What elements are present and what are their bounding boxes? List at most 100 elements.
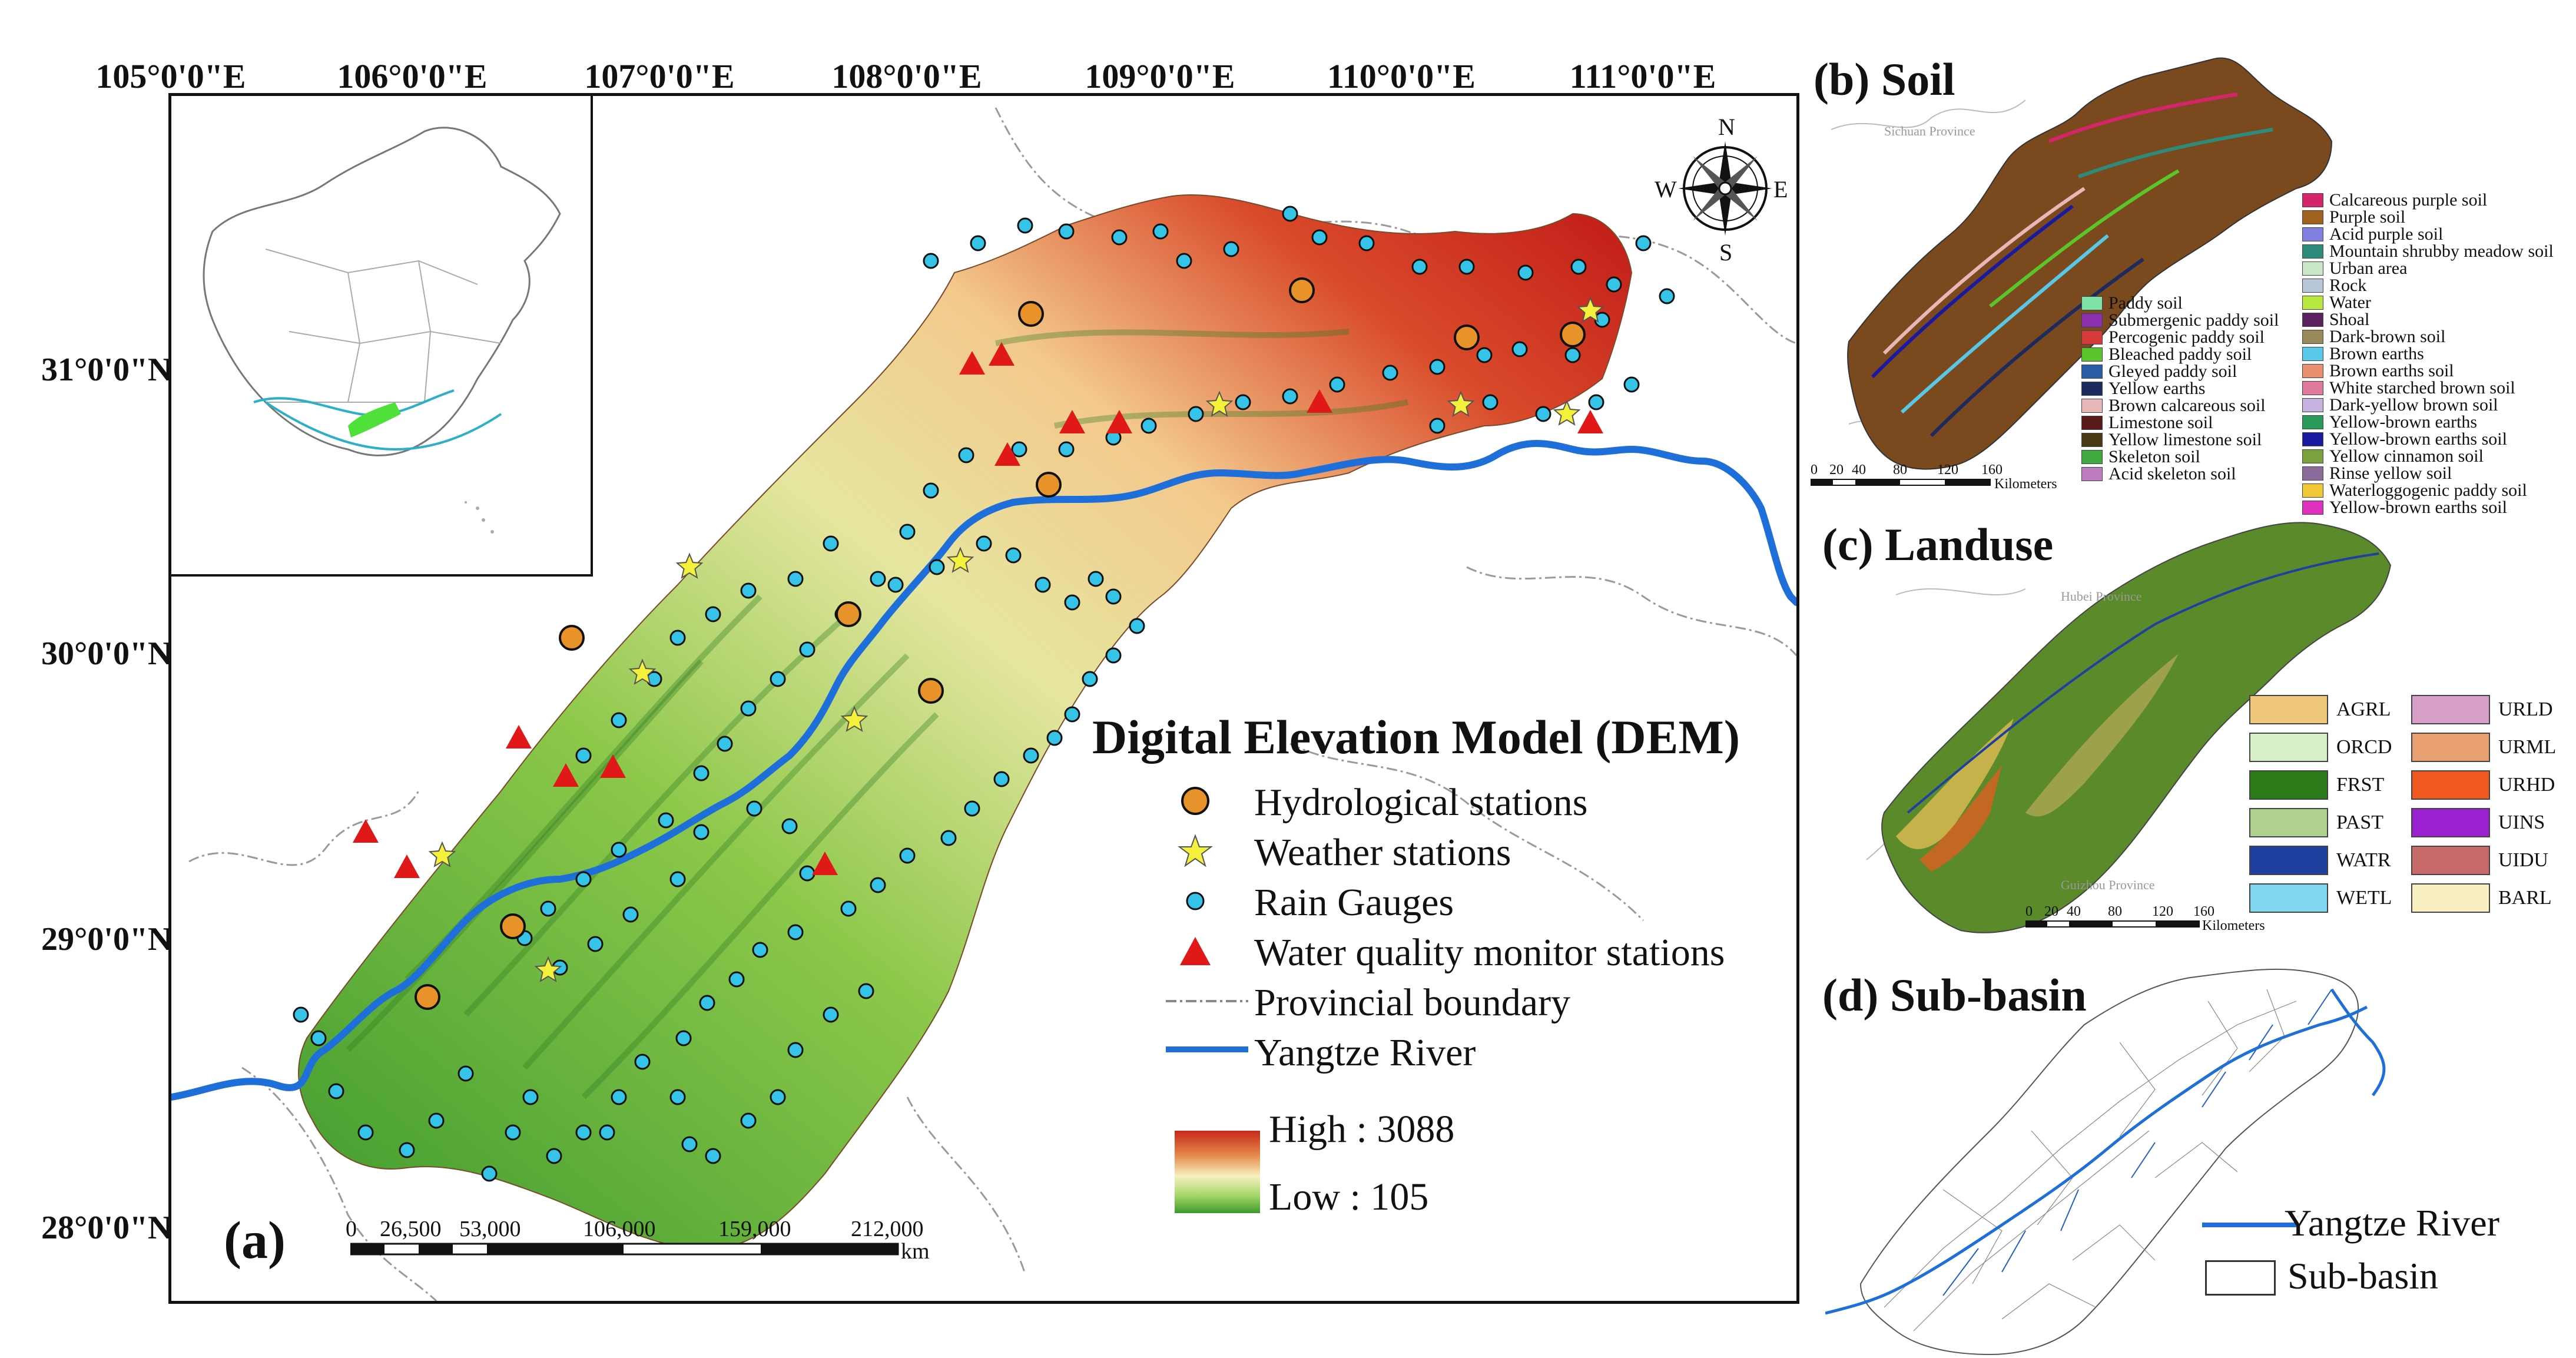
rain-gauge-marker [1141, 418, 1157, 434]
soil-legend-right-item: Rinse yellow soil [2302, 463, 2554, 483]
dem-map-frame [168, 93, 1799, 1304]
hydro-station-marker [500, 913, 526, 939]
landuse-legend-item: PAST [2249, 808, 2383, 837]
soil-legend-right-swatch [2302, 210, 2323, 224]
rain-gauge-marker [923, 482, 939, 499]
hydro-station-marker [918, 678, 944, 704]
landuse-swatch [2411, 770, 2490, 800]
soil-scale-3: 80 [1893, 462, 1907, 478]
rain-gauge-marker [1476, 347, 1493, 363]
soil-legend-right-swatch [2302, 466, 2323, 481]
rain-gauge-marker [575, 747, 592, 764]
lon-tick-109: 109°0'0"E [1085, 57, 1235, 95]
yangtze-river-main [171, 440, 1796, 1101]
rain-gauge-marker [1005, 547, 1022, 564]
soil-legend-right-item: Rock [2302, 275, 2554, 295]
compass-west: W [1655, 176, 1677, 203]
rain-gauge-marker [575, 1124, 592, 1141]
compass-south: S [1719, 239, 1733, 266]
weather-station-marker [1205, 390, 1234, 417]
soil-legend-right-label: Water [2329, 292, 2371, 312]
soil-legend-left-item: Limestone soil [2081, 412, 2279, 432]
rain-gauge-marker [1564, 347, 1581, 363]
water-quality-marker [353, 819, 379, 843]
subbasin-legend-box-icon [2205, 1260, 2276, 1296]
rain-gauge-marker [1023, 747, 1039, 764]
soil-scale-1: 20 [1829, 462, 1844, 478]
landuse-legend-item: WATR [2249, 846, 2391, 875]
lu-scale-3: 80 [2108, 904, 2122, 919]
soil-legend-right-swatch [2302, 363, 2323, 378]
landuse-swatch [2411, 733, 2490, 762]
landuse-swatch [2249, 883, 2328, 913]
soil-legend-right-label: Yellow-brown earths soil [2329, 497, 2507, 517]
rain-gauge-marker [1282, 388, 1298, 405]
rain-gauge-marker [1411, 259, 1428, 275]
hydro-station-marker [836, 601, 861, 627]
rain-gauge-marker [1311, 229, 1328, 246]
soil-legend-left-label: Yellow earths [2108, 378, 2206, 398]
main-scale-bar: 0 26,500 53,000 106,000 159,000 212,000 … [346, 1216, 963, 1264]
soil-legend-left-label: Limestone soil [2108, 412, 2213, 432]
rain-gauge-marker [752, 942, 768, 958]
rain-gauge-marker [1064, 594, 1080, 611]
landuse-code-label: AGRL [2336, 698, 2391, 720]
legend-boundary-icon [1166, 995, 1248, 1007]
soil-legend-right-label: Waterloggogenic paddy soil [2329, 480, 2527, 500]
soil-legend-left-swatch [2081, 330, 2103, 345]
soil-legend-left-item: Gleyed paddy soil [2081, 362, 2279, 381]
soil-legend-right-label: Rinse yellow soil [2329, 463, 2452, 483]
soil-legend-right-label: Rock [2329, 275, 2367, 295]
landuse-swatch [2411, 808, 2490, 837]
soil-legend-right-item: Yellow-brown earths [2302, 412, 2554, 432]
rain-gauge-marker [1017, 217, 1033, 234]
rain-gauge-marker [1429, 359, 1446, 375]
soil-legend-left-label: Bleached paddy soil [2108, 344, 2252, 364]
rain-gauge-marker [993, 771, 1010, 787]
lu-scale-4: 120 [2152, 904, 2173, 919]
soil-legend-right-item: Mountain shrubby meadow soil [2302, 241, 2554, 261]
soil-legend-right-item: Dark-brown soil [2302, 327, 2554, 346]
rain-gauge-marker [611, 712, 627, 728]
rain-gauge-marker [1606, 276, 1622, 293]
landuse-code-label: URHD [2498, 774, 2555, 796]
rain-gauge-marker [699, 995, 715, 1011]
soil-legend-right-item: Acid purple soil [2302, 224, 2554, 244]
soil-legend-right-swatch [2302, 261, 2323, 276]
rain-gauge-marker [399, 1142, 415, 1158]
rain-gauge-marker [1046, 730, 1063, 746]
soil-legend-right-item: Brown earths soil [2302, 361, 2554, 380]
weather-station-marker [1553, 399, 1581, 426]
rain-gauge-marker [899, 524, 916, 540]
rain-gauge-marker [1382, 365, 1398, 381]
soil-legend-right-swatch [2302, 295, 2323, 310]
water-quality-marker [553, 763, 579, 787]
lon-tick-108: 108°0'0"E [831, 57, 982, 95]
landuse-legend-item: URHD [2411, 770, 2555, 800]
soil-legend-left-label: Brown calcareous soil [2108, 395, 2266, 415]
water-quality-marker [1106, 410, 1132, 433]
landuse-map: Hubei Province Guizhou Province [1849, 506, 2573, 954]
rain-gauge-marker [1482, 394, 1498, 410]
soil-legend-left-swatch [2081, 449, 2103, 464]
landuse-scale-bar: 0 20 40 80 120 160 Kilometers [2025, 904, 2265, 933]
soil-legend-left-swatch [2081, 398, 2103, 413]
legend-rain-label: Rain Gauges [1254, 881, 1454, 924]
china-inset-map [171, 96, 593, 577]
weather-station-marker [1447, 390, 1475, 417]
soil-legend-left-swatch [2081, 364, 2103, 379]
rain-gauge-marker [1282, 206, 1298, 222]
water-quality-marker [1307, 389, 1332, 413]
rain-gauge-marker [1623, 376, 1640, 393]
soil-legend-right-item: Calcareous purple soil [2302, 190, 2554, 210]
soil-legend-right-item: Dark-yellow brown soil [2302, 395, 2554, 415]
soil-legend-right-item: Urban area [2302, 259, 2554, 278]
soil-legend-left-swatch [2081, 296, 2103, 310]
soil-legend-left-swatch [2081, 313, 2103, 327]
soil-legend-right-item: White starched brown soil [2302, 378, 2554, 398]
rain-gauge-marker [929, 559, 945, 575]
soil-legend-right-label: Acid purple soil [2329, 224, 2444, 244]
lat-tick-31: 31°0'0"N [41, 352, 172, 388]
soil-legend-right-swatch [2302, 380, 2323, 395]
soil-legend-right-swatch [2302, 278, 2323, 293]
